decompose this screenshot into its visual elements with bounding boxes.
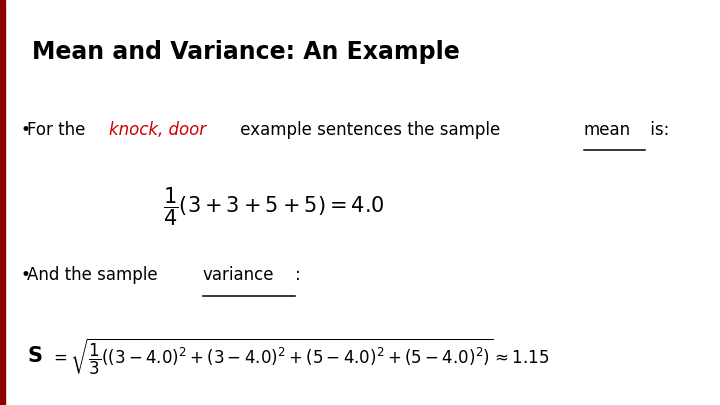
Text: is:: is: [644, 121, 669, 139]
Text: variance: variance [203, 266, 274, 284]
Text: example sentences the sample: example sentences the sample [235, 121, 505, 139]
Text: $= \sqrt{\dfrac{1}{3}((3 - 4.0)^2 + (3 - 4.0)^2 + (5 - 4.0)^2 + (5 - 4.0)^2)} \a: $= \sqrt{\dfrac{1}{3}((3 - 4.0)^2 + (3 -… [50, 336, 550, 377]
Text: •: • [20, 266, 30, 284]
Text: For the: For the [27, 121, 91, 139]
Text: S: S [27, 346, 42, 367]
Text: :: : [295, 266, 301, 284]
Text: $\dfrac{1}{4}(3 + 3 + 5 + 5) = 4.0$: $\dfrac{1}{4}(3 + 3 + 5 + 5) = 4.0$ [163, 185, 384, 228]
Text: knock, door: knock, door [109, 121, 207, 139]
Text: •: • [20, 121, 30, 139]
Text: Mean and Variance: An Example: Mean and Variance: An Example [32, 40, 460, 64]
Text: And the sample: And the sample [27, 266, 163, 284]
Text: mean: mean [584, 121, 631, 139]
